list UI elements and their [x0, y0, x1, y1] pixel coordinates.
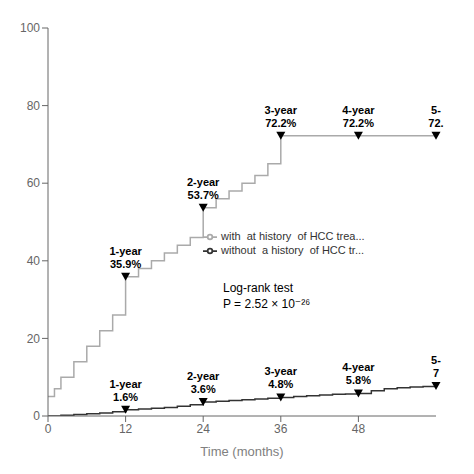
svg-text:4-year72.2%: 4-year72.2%	[342, 104, 375, 129]
svg-text:5-72.: 5-72.	[428, 104, 443, 129]
svg-text:36: 36	[274, 422, 288, 436]
svg-text:2-year53.7%: 2-year53.7%	[187, 176, 220, 201]
svg-text:100: 100	[20, 21, 40, 35]
svg-text:20: 20	[27, 332, 41, 346]
html-text:Log-rank test P = 2.52 × 10⁻²⁶: Log-rank test P = 2.52 × 10⁻²⁶	[223, 281, 311, 311]
svg-text:12: 12	[119, 422, 133, 436]
svg-text:2-year3.6%: 2-year3.6%	[187, 370, 220, 395]
svg-text:1-year1.6%: 1-year1.6%	[109, 378, 142, 403]
svg-text:4-year5.8%: 4-year5.8%	[342, 361, 375, 386]
svg-text:24: 24	[197, 422, 211, 436]
svg-text:80: 80	[27, 99, 41, 113]
svg-text:3-year4.8%: 3-year4.8%	[265, 365, 298, 390]
svg-text:40: 40	[27, 254, 41, 268]
svg-text:3-year72.2%: 3-year72.2%	[265, 104, 298, 129]
svg-text:0: 0	[45, 422, 52, 436]
svg-text:60: 60	[27, 176, 41, 190]
html-text:without a history of HCC tr...: without a history of HCC tr...	[221, 244, 365, 257]
svg-text:Time (months): Time (months)	[200, 444, 283, 459]
html-text:with at history of HCC trea...: with at history of HCC trea...	[221, 230, 365, 242]
svg-text:1-year35.9%: 1-year35.9%	[109, 245, 142, 270]
svg-text:48: 48	[352, 422, 366, 436]
svg-text:5-7: 5-7	[431, 354, 441, 379]
svg-text:0: 0	[33, 409, 40, 423]
